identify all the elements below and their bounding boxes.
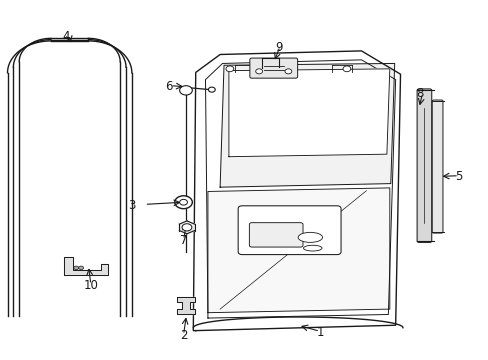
- Polygon shape: [177, 297, 194, 315]
- Polygon shape: [19, 39, 120, 316]
- Text: 5: 5: [454, 170, 462, 183]
- Text: 2: 2: [180, 329, 187, 342]
- Text: 9: 9: [274, 41, 282, 54]
- Text: 6: 6: [165, 80, 172, 93]
- Polygon shape: [220, 63, 394, 187]
- Circle shape: [289, 66, 297, 72]
- FancyBboxPatch shape: [238, 206, 340, 255]
- FancyBboxPatch shape: [416, 89, 431, 242]
- Circle shape: [255, 69, 262, 74]
- Text: 1: 1: [316, 326, 323, 339]
- Circle shape: [74, 266, 79, 270]
- Text: 10: 10: [83, 279, 98, 292]
- Circle shape: [208, 87, 215, 92]
- FancyBboxPatch shape: [249, 58, 297, 78]
- Polygon shape: [64, 257, 108, 275]
- Circle shape: [285, 69, 291, 74]
- Circle shape: [79, 266, 83, 270]
- Circle shape: [179, 199, 187, 205]
- Circle shape: [174, 196, 192, 209]
- Polygon shape: [193, 51, 400, 330]
- Circle shape: [182, 224, 191, 231]
- Text: 4: 4: [62, 30, 70, 43]
- Ellipse shape: [303, 245, 322, 251]
- Text: 8: 8: [415, 87, 423, 100]
- Ellipse shape: [298, 232, 322, 242]
- Polygon shape: [179, 221, 194, 234]
- FancyBboxPatch shape: [249, 223, 303, 247]
- Circle shape: [225, 66, 233, 72]
- Circle shape: [179, 86, 192, 95]
- Polygon shape: [207, 188, 389, 313]
- Text: 7: 7: [180, 234, 187, 247]
- Text: 3: 3: [128, 199, 136, 212]
- Polygon shape: [228, 69, 389, 157]
- Circle shape: [342, 66, 350, 72]
- FancyBboxPatch shape: [431, 100, 442, 233]
